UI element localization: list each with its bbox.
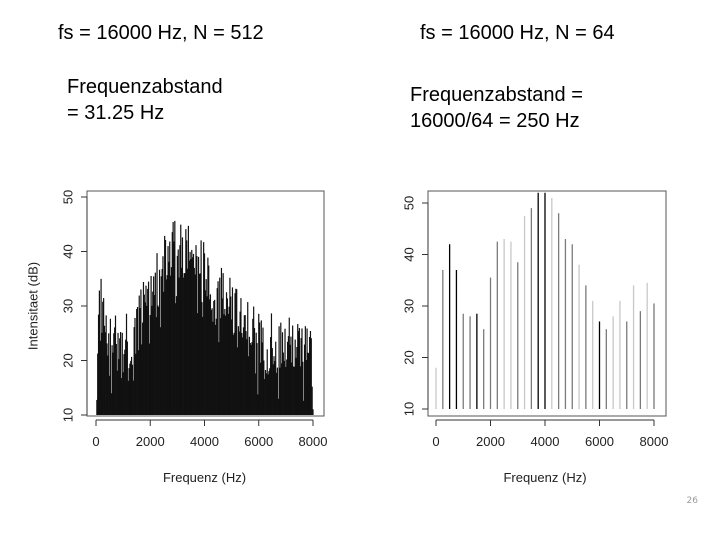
x-axis-label-2: Frequenz (Hz) [503,470,586,485]
y-tick-label: 50 [60,190,75,204]
y-tick-label: 10 [60,408,75,422]
x-tick-label: 8000 [640,434,669,449]
x-tick-label: 2000 [476,434,505,449]
right-note-line-2: 16000/64 = 250 Hz [410,110,580,132]
x-axis-label-1: Frequenz (Hz) [163,470,246,485]
right-spacing-note: Frequenzabstand = 16000/64 = 250 Hz [410,82,583,134]
y-tick-label: 10 [401,402,416,416]
y-tick-label: 20 [60,353,75,367]
x-tick-label: 6000 [585,434,614,449]
x-tick-label: 4000 [531,434,560,449]
y-tick-label: 50 [401,196,416,210]
y-tick-label: 20 [401,350,416,364]
x-tick-label: 0 [92,434,99,449]
x-tick-label: 6000 [244,434,273,449]
y-tick-label: 40 [60,244,75,258]
page-number: 26 [686,496,698,506]
y-tick-label: 30 [401,299,416,313]
y-tick-label: 40 [401,247,416,261]
x-tick-label: 0 [432,434,439,449]
left-spacing-note: Frequenzabstand = 31.25 Hz [67,74,223,126]
y-axis-label-1: Intensitaet (dB) [25,262,40,350]
right-note-line-1: Frequenzabstand = [410,84,583,106]
left-plot-title: fs = 16000 Hz, N = 512 [58,22,264,44]
left-note-line-1: Frequenzabstand [67,76,223,98]
x-tick-label: 8000 [299,434,328,449]
right-plot-title: fs = 16000 Hz, N = 64 [420,22,615,44]
y-tick-label: 30 [60,299,75,313]
x-tick-label: 2000 [136,434,165,449]
x-tick-label: 4000 [190,434,219,449]
left-note-line-2: = 31.25 Hz [67,102,165,124]
